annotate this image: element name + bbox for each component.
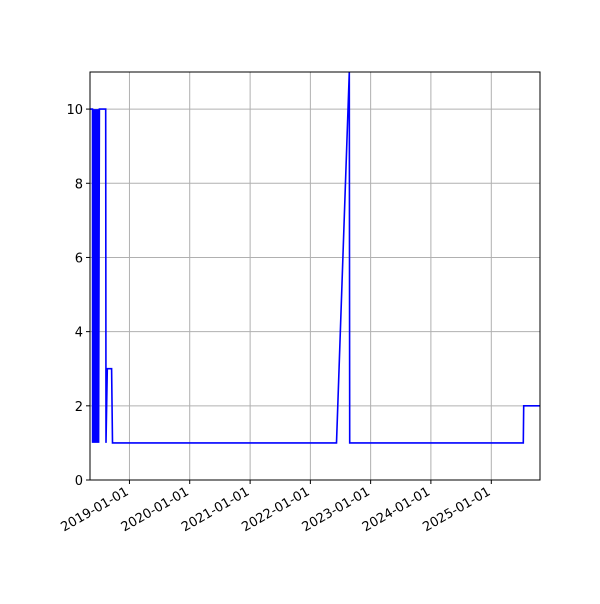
x-tick-label: 2019-01-01 [59, 484, 132, 535]
y-tick-label: 2 [75, 400, 83, 415]
grid [90, 72, 540, 481]
x-tick-label: 2020-01-01 [119, 484, 192, 535]
y-tick-label: 6 [75, 251, 83, 266]
axis-ticks: 2019-01-012020-01-012021-01-012022-01-01… [59, 103, 494, 535]
plot-frame [89, 71, 541, 481]
y-tick-label: 4 [75, 326, 83, 341]
y-tick-label: 0 [75, 474, 83, 489]
x-tick-label: 2022-01-01 [239, 484, 312, 535]
y-tick-label: 10 [66, 103, 83, 118]
y-tick-label: 8 [75, 177, 83, 192]
x-tick-label: 2023-01-01 [300, 484, 373, 535]
series-lines [90, 72, 540, 444]
series-line [90, 72, 540, 444]
x-tick-label: 2025-01-01 [420, 484, 493, 535]
x-tick-label: 2024-01-01 [360, 484, 433, 535]
x-tick-label: 2021-01-01 [179, 484, 252, 535]
